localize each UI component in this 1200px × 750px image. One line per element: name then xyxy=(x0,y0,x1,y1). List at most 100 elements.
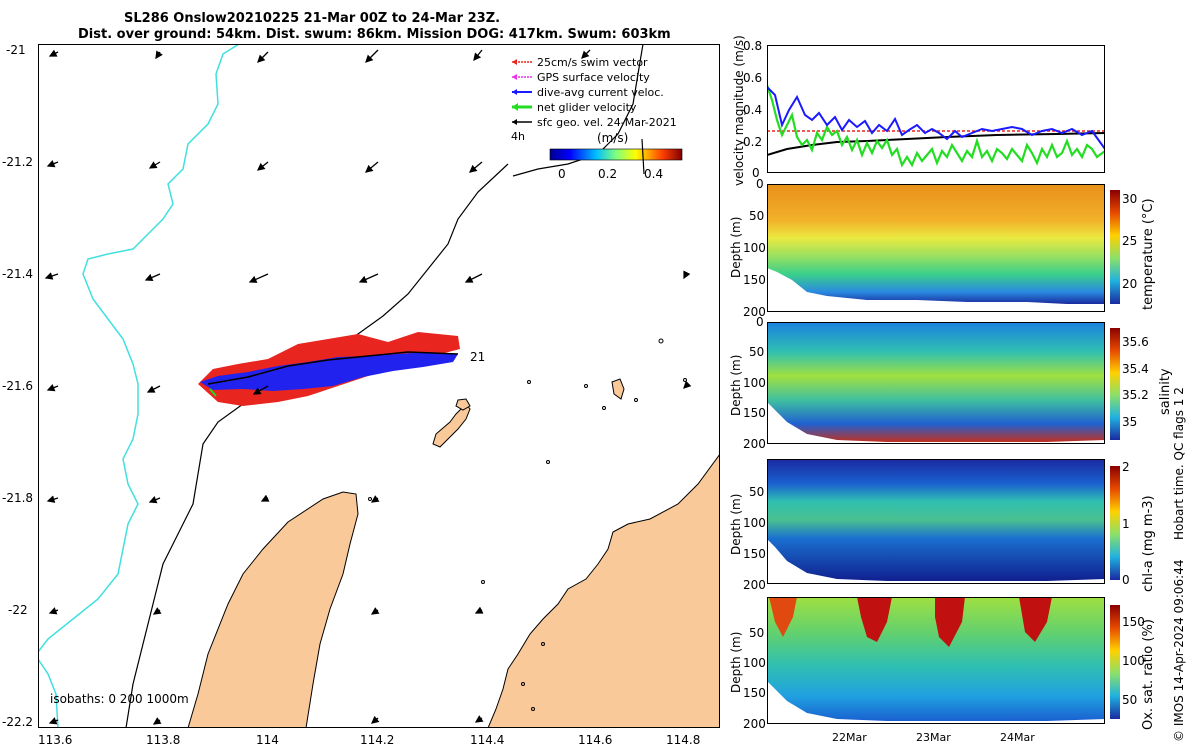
island-main-land xyxy=(187,491,359,728)
colorbar-indicator xyxy=(641,138,645,175)
temp-cbar-tick: 30 xyxy=(1122,192,1138,206)
vel-ytick: 0.4 xyxy=(743,103,763,117)
oxygen-depth-label: Depth (m) xyxy=(729,631,743,693)
map-frame xyxy=(38,44,720,728)
map-xtick: 114.4 xyxy=(470,733,505,747)
colorbar-tick-0: 0 xyxy=(558,167,566,181)
time-xtick: 23Mar xyxy=(916,731,951,744)
sal-cbar-tick: 35.2 xyxy=(1122,388,1149,402)
isobath-0-line xyxy=(512,44,644,177)
chla-ytick: 100 xyxy=(743,516,766,530)
temp-cbar-tick: 20 xyxy=(1122,277,1138,291)
sal-cbar-tick: 35.4 xyxy=(1122,362,1149,376)
temp-ytick: 50 xyxy=(749,209,765,223)
sfc-velocity-arrows xyxy=(44,49,692,725)
oxygen-cbar-label: Ox. sat. ratio (%) xyxy=(1141,619,1156,730)
temp-ytick: 0 xyxy=(756,177,764,191)
island-small-1 xyxy=(432,403,471,448)
copyright-note: © IMOS 14-Apr-2024 09:06:44 xyxy=(1172,559,1186,743)
sal-cbar-tick: 35.6 xyxy=(1122,335,1149,349)
salinity-colorbar xyxy=(1110,328,1120,440)
ox-cbar-tick: 50 xyxy=(1122,693,1138,707)
ox-cbar-tick: 100 xyxy=(1122,654,1145,668)
sal-ytick: 100 xyxy=(743,376,766,390)
temp-cbar-tick: 25 xyxy=(1122,234,1138,248)
map-ytick: -21.4 xyxy=(2,267,34,281)
sal-ytick: 150 xyxy=(743,406,766,420)
chla-cbar-tick: 0 xyxy=(1122,573,1130,587)
vel-ytick: 0.2 xyxy=(743,135,763,149)
isobaths-note: isobaths: 0 200 1000m xyxy=(50,692,189,706)
map-ytick: -22.2 xyxy=(2,715,34,729)
temperature-colorbar xyxy=(1110,190,1120,304)
ox-ytick: 50 xyxy=(749,626,765,640)
qc-note: Hobart time. QC flags 1 2 xyxy=(1172,387,1186,540)
sal-ytick: 200 xyxy=(743,437,766,451)
map-ytick: -21.2 xyxy=(2,155,34,169)
map-xtick: 114.8 xyxy=(666,733,701,747)
ox-ytick: 200 xyxy=(743,717,766,731)
glider-track xyxy=(198,332,460,406)
temp-ytick: 200 xyxy=(743,305,766,319)
chla-cbar-tick: 2 xyxy=(1122,460,1130,474)
sal-ytick: 50 xyxy=(749,345,765,359)
vel-ytick: 0.6 xyxy=(743,71,763,85)
island-small-2 xyxy=(455,398,471,411)
sal-cbar-tick: 35 xyxy=(1122,415,1138,429)
map-ytick: -21.6 xyxy=(2,379,34,393)
map-xtick: 114.6 xyxy=(578,733,613,747)
temperature-depth-label: Depth (m) xyxy=(729,216,743,278)
velocity-svg xyxy=(765,45,1106,173)
velocity-panel xyxy=(765,45,1106,173)
sal-ytick: 0 xyxy=(756,315,764,329)
salinity-panel xyxy=(767,322,1105,444)
temperature-cbar-label: temperature (°C) xyxy=(1141,198,1156,310)
chla-cbar-tick: 1 xyxy=(1122,517,1130,531)
map-svg xyxy=(38,44,720,728)
map-title-line2: Dist. over ground: 54km. Dist. swum: 86k… xyxy=(78,27,671,42)
mainland-coast xyxy=(487,453,720,728)
ox-ytick: 150 xyxy=(743,686,766,700)
island-small-3 xyxy=(611,378,625,400)
map-xtick: 113.8 xyxy=(146,733,181,747)
track-end-label: 21 xyxy=(470,350,486,364)
chla-panel xyxy=(767,459,1105,584)
speed-colorbar xyxy=(549,148,683,161)
vel-ytick: 0.8 xyxy=(743,39,763,53)
colorbar-tick-02: 0.2 xyxy=(598,167,618,181)
temp-ytick: 100 xyxy=(743,241,766,255)
temp-ytick: 150 xyxy=(743,273,766,287)
map-ytick: -21 xyxy=(6,43,26,57)
temperature-panel xyxy=(767,184,1105,312)
colorbar-label: (m/s) xyxy=(597,131,629,145)
map-title-line1: SL286 Onslow20210225 21-Mar 00Z to 24-Ma… xyxy=(124,11,501,26)
legend-arrows xyxy=(512,59,532,125)
vel-ytick: 0 xyxy=(752,166,760,180)
isobath-200 xyxy=(38,44,240,653)
ox-cbar-tick: 150 xyxy=(1122,615,1145,629)
colorbar-tick-04: 0.4 xyxy=(644,167,664,181)
map-xtick: 114.2 xyxy=(360,733,395,747)
chla-depth-label: Depth (m) xyxy=(729,493,743,555)
legend-dive-avg-current: dive-avg current veloc. xyxy=(537,86,664,99)
legend-swim-vector: 25cm/s swim vector xyxy=(537,56,648,69)
chla-colorbar xyxy=(1110,466,1120,580)
legend-gps-velocity: GPS surface velocity xyxy=(537,71,650,84)
oxygen-colorbar xyxy=(1110,605,1120,719)
legend-net-glider-velocity: net glider velocity xyxy=(537,101,637,114)
colorbar-note: 4h xyxy=(511,130,525,143)
velocity-ylabel: velocity magnitude (m/s) xyxy=(732,35,746,186)
map-xtick: 114 xyxy=(256,733,279,747)
time-xtick: 22Mar xyxy=(832,731,867,744)
time-xtick: 24Mar xyxy=(1000,731,1035,744)
salinity-depth-label: Depth (m) xyxy=(729,354,743,416)
chla-cbar-label: chl-a (mg m-3) xyxy=(1141,495,1156,592)
chla-ytick: 200 xyxy=(743,578,766,592)
map-panel xyxy=(38,44,720,728)
legend-sfc-geo-velocity: sfc geo. vel. 24-Mar-2021 xyxy=(537,116,677,129)
chla-ytick: 150 xyxy=(743,547,766,561)
salinity-cbar-label: salinity xyxy=(1158,368,1173,415)
isobath-200-lower xyxy=(38,658,59,728)
oxygen-hotspots xyxy=(769,597,1052,647)
map-ytick: -22 xyxy=(8,603,28,617)
